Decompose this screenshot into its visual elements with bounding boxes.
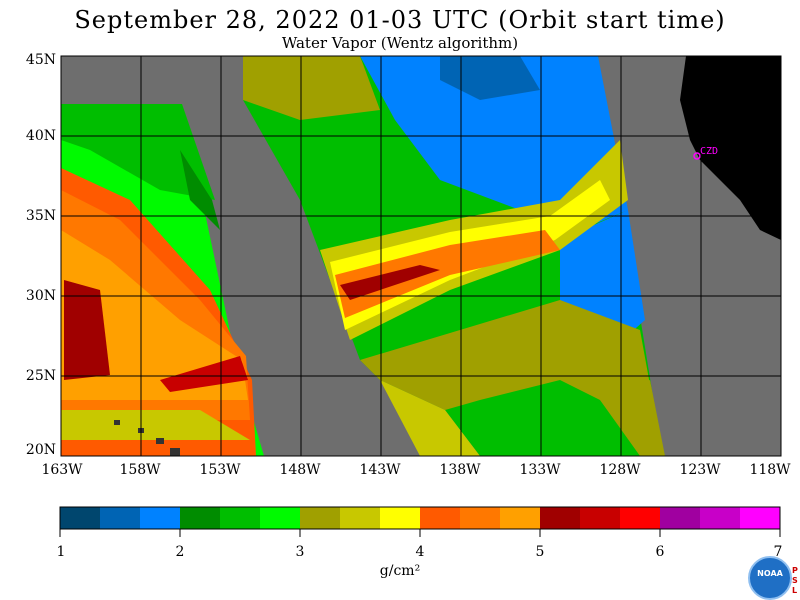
colorbar-tick-label: 2 [175,544,185,560]
colorbar-tick-label: 6 [655,544,665,560]
colorbar-tick-label: 7 [773,544,783,560]
psl-letter: L [792,586,798,595]
colorbar-tick-label: 1 [56,544,66,560]
middle-swath-band [360,300,660,440]
lat-label: 25N [25,368,56,384]
colorbar-swatch [380,507,420,529]
map-title: September 28, 2022 01-03 UTC (Orbit star… [74,6,726,34]
colorbar-swatch [140,507,180,529]
lon-label: 153W [199,462,241,478]
island-shape [114,420,120,425]
lat-label: 35N [25,208,56,224]
middle-swath-band [360,56,628,230]
lon-label: 158W [119,462,161,478]
middle-swath-band [340,265,440,300]
colorbar-swatch [460,507,500,529]
colorbar-swatch [580,507,620,529]
colorbar-swatch [740,507,780,529]
station-label-czd: CZD [700,146,719,157]
noaa-logo-icon: NOAA [748,556,792,600]
map-border [60,55,782,457]
lat-label: 45N [25,52,56,68]
lon-label: 148W [279,462,321,478]
psl-letter: S [792,576,798,585]
left-swath-band [160,356,248,392]
left-swath-band [64,280,110,380]
colorbar-swatch [340,507,380,529]
colorbar-swatch [500,507,540,529]
colorbar-swatch [100,507,140,529]
lat-label: 40N [25,128,56,144]
lon-label: 138W [439,462,481,478]
land-mass [680,56,781,240]
station-marker [693,152,701,160]
lon-label: 118W [749,462,791,478]
colorbar-swatch [540,507,580,529]
lat-label: 20N [25,442,56,458]
psl-letter: P [792,566,798,575]
lat-label: 30N [25,288,56,304]
colorbar-tick-label: 3 [295,544,305,560]
middle-swath-band [440,56,540,100]
middle-swath-band [600,380,665,456]
lon-label: 123W [679,462,721,478]
island-shape [156,438,164,444]
middle-swath-band [380,380,480,456]
lon-label: 163W [41,462,83,478]
lon-label: 133W [519,462,561,478]
colorbar-units: g/cm² [379,563,421,579]
map-subtitle: Water Vapor (Wentz algorithm) [281,34,519,52]
colorbar-swatch [60,507,100,529]
colorbar-swatch [260,507,300,529]
lon-label: 128W [599,462,641,478]
left-swath-band [61,104,215,200]
lon-label: 143W [359,462,401,478]
colorbar-swatch [420,507,460,529]
island-shape [170,448,180,456]
noaa-logo-text: NOAA [757,569,783,578]
colorbar-tick-label: 4 [415,544,425,560]
middle-swath-band [243,56,380,120]
colorbar-swatch [620,507,660,529]
left-swath-band [61,410,250,440]
colorbar-swatch [700,507,740,529]
colorbar-swatch [300,507,340,529]
colorbar-swatch [180,507,220,529]
colorbar-swatch [220,507,260,529]
colorbar-swatch [660,507,700,529]
colorbar-tick-label: 5 [535,544,545,560]
left-swath-band [180,150,220,230]
